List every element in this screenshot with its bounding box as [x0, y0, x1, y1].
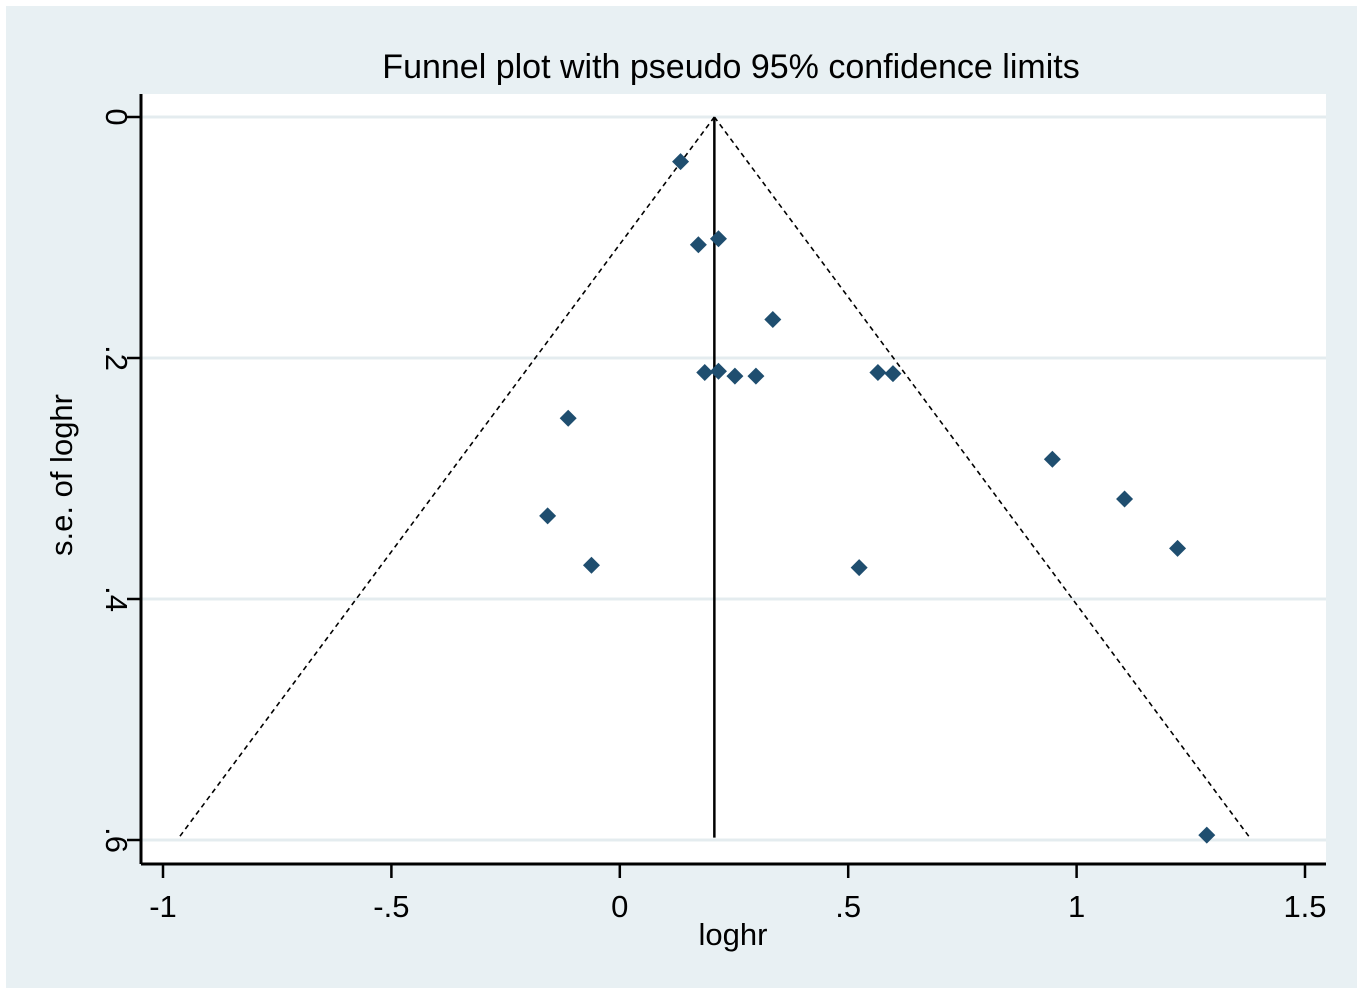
y-tick-label-3: .6 — [99, 827, 134, 853]
data-point-8 — [869, 363, 887, 381]
x-tick-label-4: 1 — [1068, 889, 1085, 924]
x-tick-label-2: 0 — [611, 889, 628, 924]
funnel-upper-limit — [713, 116, 1251, 839]
data-point-13 — [539, 507, 557, 525]
chart-title: Funnel plot with pseudo 95% confidence l… — [382, 48, 1079, 86]
data-point-6 — [726, 367, 744, 385]
x-axis-label: loghr — [699, 917, 768, 952]
x-tick-label-3: .5 — [835, 889, 861, 924]
data-point-16 — [850, 559, 868, 577]
x-tick-label-5: 1.5 — [1283, 889, 1326, 924]
data-point-5 — [709, 362, 727, 380]
data-points — [539, 153, 1216, 844]
axes: -1 -.5 0 .5 1 1.5 0 .2 .4 .6 — [99, 94, 1327, 924]
data-point-15 — [582, 556, 600, 574]
data-point-17 — [1198, 826, 1216, 844]
y-tick-label-1: .2 — [99, 345, 134, 371]
data-point-0 — [672, 153, 690, 171]
plot-area — [141, 94, 1326, 864]
x-tick-label-0: -1 — [149, 889, 177, 924]
y-tick-label-2: .4 — [99, 586, 134, 612]
y-axis-label: s.e. of loghr — [44, 394, 79, 556]
data-point-4 — [696, 363, 714, 381]
data-point-14 — [1169, 539, 1187, 557]
grid-lines — [142, 115, 1326, 842]
funnel-lower-limit — [178, 116, 715, 839]
data-point-10 — [559, 409, 577, 427]
data-point-11 — [1043, 450, 1061, 468]
data-point-7 — [747, 367, 765, 385]
data-point-2 — [709, 230, 727, 248]
data-point-3 — [764, 310, 782, 328]
data-point-9 — [884, 365, 902, 383]
y-tick-label-0: 0 — [99, 108, 134, 125]
data-point-1 — [689, 236, 707, 254]
x-tick-label-1: -.5 — [373, 889, 409, 924]
data-point-12 — [1116, 490, 1134, 508]
